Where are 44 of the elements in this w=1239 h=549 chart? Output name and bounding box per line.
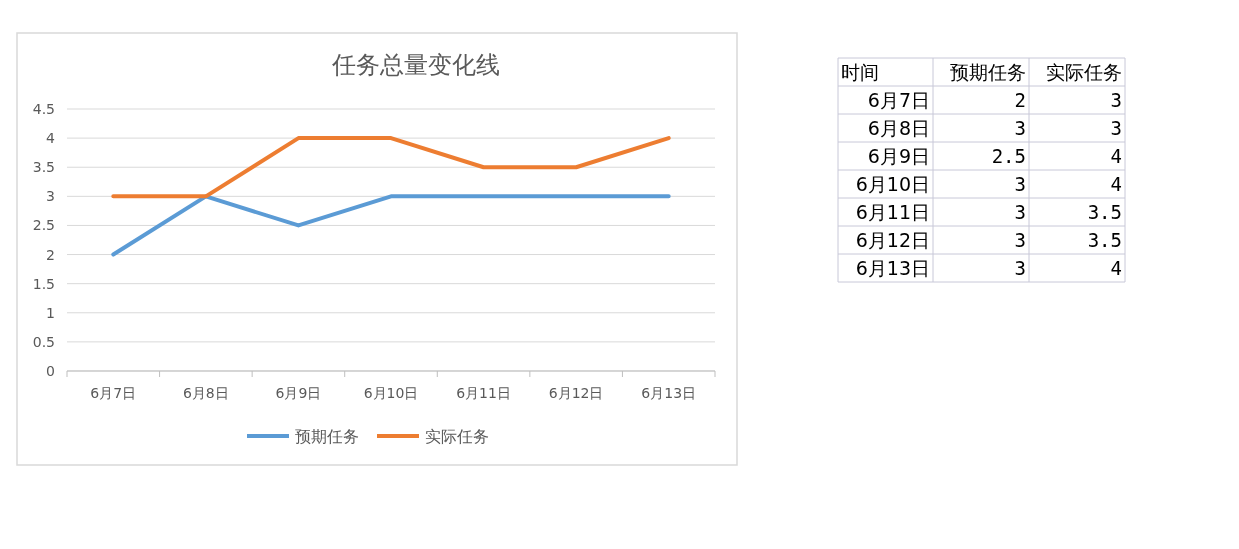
x-tick-label: 6月10日 — [363, 385, 419, 401]
y-tick-label: 3 — [46, 188, 55, 205]
data-label: 3 — [1014, 257, 1026, 279]
data-label: 3 — [1014, 117, 1026, 139]
category-label: 6月7日 — [867, 89, 930, 111]
y-tick-label: 4.5 — [32, 101, 55, 117]
legend-label: 预期任务 — [295, 427, 359, 446]
text: 预期任务 — [950, 61, 1026, 83]
y-tick-label: 4 — [46, 130, 56, 147]
data-label: 3 — [1014, 201, 1026, 223]
data-label: 3.5 — [1087, 201, 1122, 223]
category-label: 6月8日 — [867, 117, 930, 139]
x-tick-label: 6月9日 — [275, 385, 322, 401]
data-label: 3 — [1014, 173, 1026, 195]
x-tick-label: 6月12日 — [548, 385, 604, 401]
text: 时间 — [841, 61, 879, 83]
data-label: 4 — [1110, 145, 1122, 167]
category-label: 6月11日 — [855, 201, 930, 223]
data-label: 2.5 — [991, 145, 1026, 167]
data-label: 3 — [1110, 117, 1122, 139]
data-label: 2 — [1014, 89, 1026, 111]
y-tick-label: 3.5 — [32, 159, 55, 176]
x-tick-label: 6月13日 — [641, 385, 697, 401]
chart-title: 任务总量变化线 — [331, 51, 500, 79]
data-label: 4 — [1110, 257, 1122, 279]
text: 实际任务 — [1046, 61, 1122, 83]
category-label: 6月13日 — [855, 257, 930, 279]
x-tick-label: 6月11日 — [456, 385, 511, 401]
data-label: 4 — [1110, 173, 1122, 195]
y-tick-label: 0 — [46, 363, 55, 379]
x-tick-label: 6月7日 — [90, 385, 137, 401]
data-label: 3 — [1014, 229, 1026, 251]
data-label: 3.5 — [1087, 229, 1122, 251]
category-label: 6月10日 — [855, 173, 930, 195]
category-label: 6月12日 — [855, 229, 930, 251]
data-label: 3 — [1110, 89, 1122, 111]
category-label: 6月9日 — [867, 145, 930, 167]
y-tick-label: 1.5 — [32, 275, 55, 292]
y-tick-label: 2.5 — [32, 217, 55, 234]
y-tick-label: 0.5 — [32, 333, 55, 350]
y-tick-label: 2 — [46, 246, 55, 263]
legend-label: 实际任务 — [425, 427, 489, 446]
y-tick-label: 1 — [46, 304, 55, 321]
x-tick-label: 6月8日 — [182, 385, 229, 401]
